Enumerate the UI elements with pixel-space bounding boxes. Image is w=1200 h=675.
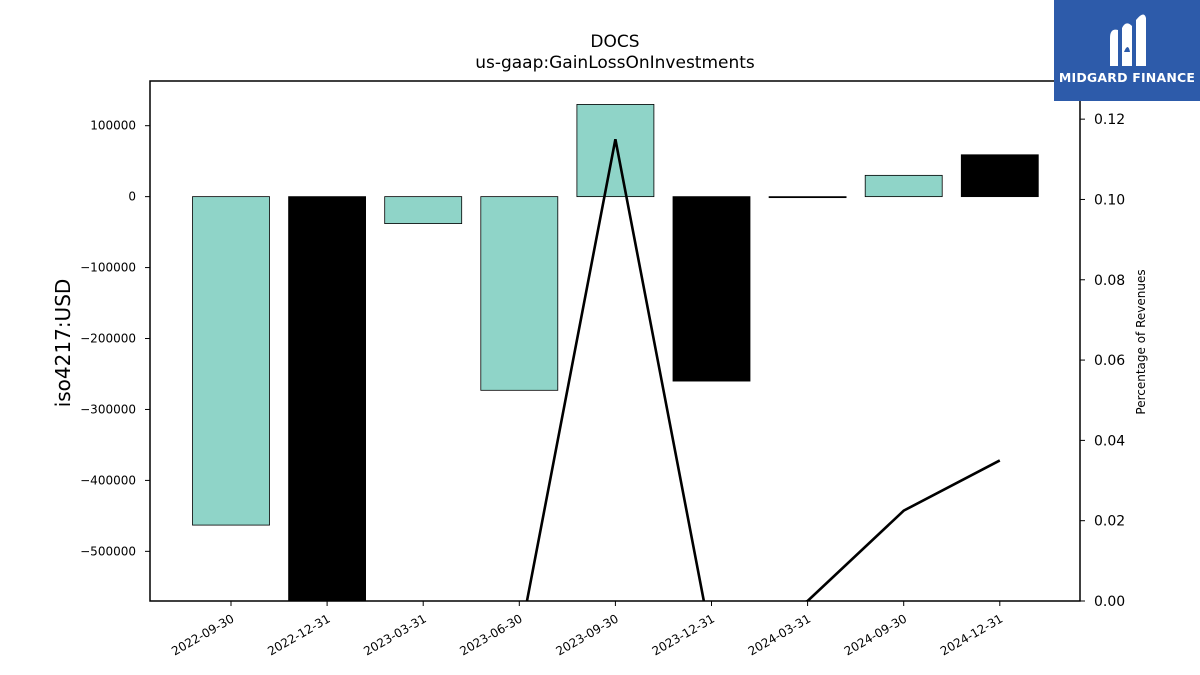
midgard-finance-logo: MIDGARD FINANCE: [1054, 0, 1200, 101]
y2-tick-label: 0.08: [1094, 273, 1125, 289]
y2-tick-label: 0.02: [1094, 514, 1125, 530]
bar-2023-09-30: [576, 104, 655, 198]
logo-brand-text: MIDGARD FINANCE: [1058, 70, 1196, 85]
x-tick-label: 2022-09-30: [169, 611, 236, 658]
logo-mark-icon: [1110, 14, 1146, 67]
bar-2023-12-31: [672, 196, 751, 382]
bar-2023-03-31: [384, 196, 463, 224]
x-tick-label: 2024-09-30: [842, 611, 909, 658]
y2-tick-label: 0.10: [1094, 192, 1125, 208]
y-tick-label: −500000: [80, 544, 136, 558]
bar-2024-03-31: [768, 196, 847, 199]
bar-2024-09-30: [864, 174, 943, 198]
y2-axis-label: Percentage of Revenues: [1134, 269, 1148, 414]
y-tick-label: −200000: [80, 332, 136, 346]
x-tick-label: 2023-06-30: [457, 611, 524, 658]
x-tick-label: 2024-12-31: [938, 611, 1005, 658]
chart-title: DOCS: [590, 32, 640, 52]
x-tick-label: 2022-12-31: [265, 611, 332, 658]
chart-subtitle: us-gaap:GainLossOnInvestments: [475, 53, 755, 73]
x-tick-label: 2023-03-31: [361, 611, 428, 658]
y-tick-label: 0: [128, 190, 136, 204]
bar-2023-06-30: [480, 196, 559, 391]
y2-tick-label: 0.00: [1094, 594, 1125, 610]
line-percentage-of-revenues: [525, 138, 1001, 601]
x-tick-label: 2024-03-31: [746, 611, 813, 658]
y2-tick-label: 0.04: [1094, 433, 1125, 449]
y2-tick-label: 0.06: [1094, 353, 1125, 369]
x-tick-label: 2023-12-31: [650, 611, 717, 658]
bar-2022-12-31: [288, 196, 367, 602]
y-tick-label: 100000: [90, 119, 136, 133]
y-tick-label: −400000: [80, 473, 136, 487]
bar-2022-09-30: [192, 196, 270, 526]
bar-2024-12-31: [960, 154, 1039, 198]
y-tick-label: −300000: [80, 402, 136, 416]
y-tick-label: −100000: [80, 261, 136, 275]
y-axis-label: iso4217:USD: [51, 279, 75, 408]
x-tick-label: 2023-09-30: [553, 611, 620, 658]
y2-tick-label: 0.12: [1094, 112, 1125, 128]
